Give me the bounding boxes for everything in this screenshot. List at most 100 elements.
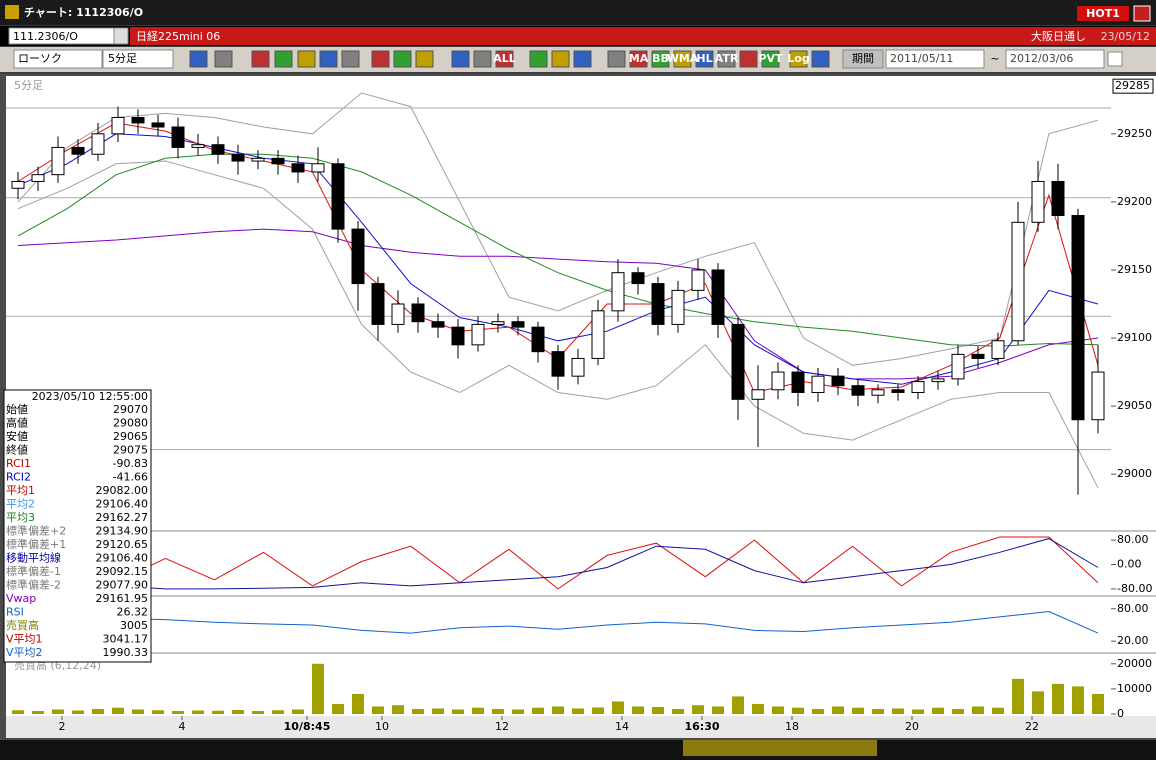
tool-icon[interactable]	[495, 50, 514, 68]
volume-bar	[492, 708, 504, 714]
info-label: 標準偏差-1	[6, 564, 61, 578]
candle-body	[631, 272, 645, 285]
period-label: 期間	[852, 52, 874, 65]
tool-icon[interactable]	[739, 50, 758, 68]
candle-body	[11, 180, 25, 189]
volume-bar	[712, 706, 724, 714]
candle-body	[51, 146, 65, 176]
panel-title: 5分足	[14, 79, 43, 92]
date-separator: ~	[990, 52, 999, 65]
y-tick-label: 80.00	[1117, 533, 1149, 546]
tool-icon[interactable]	[717, 50, 736, 68]
y-tick-label: 29100	[1117, 331, 1152, 344]
chart-type-select[interactable]	[13, 49, 103, 69]
time-label: 16:30	[684, 720, 719, 733]
tool-icon[interactable]	[297, 50, 316, 68]
y-tick-label: 0	[1117, 707, 1124, 720]
candle-body	[451, 326, 465, 346]
y-tick-label: 29250	[1117, 127, 1152, 140]
tool-icon[interactable]	[573, 50, 592, 68]
volume-bar	[952, 708, 964, 714]
tool-icon[interactable]	[473, 50, 492, 68]
info-label: 安値	[6, 429, 28, 443]
info-label: RSI	[6, 606, 24, 619]
tool-icon[interactable]	[629, 50, 648, 68]
candle-body	[251, 157, 265, 162]
tool-icon[interactable]	[673, 50, 692, 68]
info-label: 平均1	[6, 484, 35, 497]
candle-body	[371, 283, 385, 325]
info-label: RCI2	[6, 471, 31, 484]
tool-icon[interactable]	[319, 50, 338, 68]
y-tick-label: 80.00	[1117, 602, 1149, 615]
candle-body	[951, 353, 965, 380]
checkbox[interactable]	[1107, 51, 1123, 67]
indicator-line	[17, 92, 1099, 366]
tool-icon[interactable]	[371, 50, 390, 68]
tool-icon[interactable]	[695, 50, 714, 68]
volume-bar	[932, 707, 944, 714]
volume-bar	[592, 707, 604, 714]
from-date-input[interactable]	[885, 49, 985, 69]
candle-body	[531, 326, 545, 353]
volume-bar	[772, 706, 784, 714]
info-value: 1990.33	[103, 646, 149, 659]
candle-body	[391, 303, 405, 325]
tool-icon[interactable]	[274, 50, 293, 68]
volume-bar	[1052, 683, 1064, 714]
scrollbar[interactable]	[0, 740, 1156, 760]
candle-body	[471, 323, 485, 346]
info-label: 移動平均線	[6, 551, 61, 565]
tool-icon[interactable]	[214, 50, 233, 68]
y-tick-label: 29200	[1117, 195, 1152, 208]
period-button[interactable]	[842, 49, 884, 69]
tool-icon[interactable]	[651, 50, 670, 68]
symbol-dropdown[interactable]	[113, 27, 129, 45]
tool-icon[interactable]	[529, 50, 548, 68]
tool-icon[interactable]	[761, 50, 780, 68]
info-value: 29070	[113, 403, 148, 416]
info-label: Vwap	[6, 592, 36, 605]
time-label: 10/8:45	[284, 720, 331, 733]
time-label: 14	[615, 720, 629, 733]
info-panel	[3, 389, 152, 663]
symbol-code: 111.2306/O	[13, 30, 78, 43]
scroll-thumb[interactable]	[683, 740, 877, 756]
volume-bar	[752, 703, 764, 714]
tool-icon[interactable]	[451, 50, 470, 68]
tool-icon[interactable]	[393, 50, 412, 68]
volume-bar	[292, 709, 304, 714]
volume-bar	[432, 708, 444, 714]
volume-bar	[272, 710, 284, 714]
y-tick-label: 20.00	[1117, 634, 1149, 647]
tool-icon[interactable]	[189, 50, 208, 68]
volume-bar	[512, 709, 524, 714]
y-tick-label: 0.00	[1117, 558, 1142, 571]
tool-icon[interactable]	[607, 50, 626, 68]
indicator-line	[17, 538, 1099, 590]
tool-icon[interactable]	[251, 50, 270, 68]
hot-badge[interactable]	[1077, 6, 1129, 21]
info-label: 標準偏差+2	[6, 524, 66, 538]
plot-area	[6, 76, 1111, 716]
interval-select[interactable]	[102, 49, 174, 69]
tool-icon-label: WMA	[667, 52, 699, 65]
close-button[interactable]	[1133, 5, 1151, 22]
info-value: 29120.65	[96, 538, 149, 551]
tool-icon[interactable]	[551, 50, 570, 68]
time-label: 18	[785, 720, 799, 733]
volume-bar	[792, 707, 804, 714]
tool-icon[interactable]	[415, 50, 434, 68]
volume-bar	[32, 710, 44, 714]
tool-icon[interactable]	[789, 50, 808, 68]
info-value: 29082.00	[96, 484, 149, 497]
info-label: 売買高	[6, 618, 39, 632]
candle-body	[811, 375, 825, 393]
candle-body	[111, 116, 125, 135]
to-date-input[interactable]	[1005, 49, 1105, 69]
time-label: 12	[495, 720, 509, 733]
info-value: 29077.90	[96, 579, 149, 592]
tool-icon[interactable]	[341, 50, 360, 68]
tool-icon[interactable]	[811, 50, 830, 68]
volume-bar	[852, 707, 864, 714]
